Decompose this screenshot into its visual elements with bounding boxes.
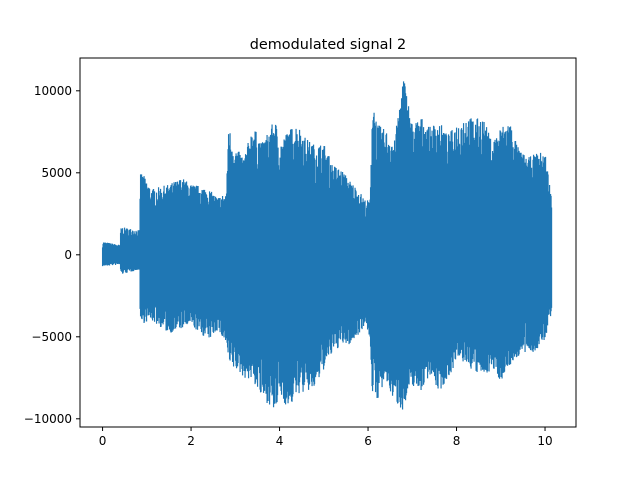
x-tick-label: 2 — [187, 434, 195, 448]
y-axis: −10000 −5000 0 5000 10000 — [24, 84, 80, 426]
y-tick-label: 5000 — [41, 166, 72, 180]
y-tick-label: 0 — [64, 248, 72, 262]
plot-area — [101, 81, 553, 410]
series-line — [101, 81, 553, 410]
y-tick-label: −5000 — [31, 330, 72, 344]
axes-frame — [79, 57, 577, 428]
x-tick-label: 6 — [364, 434, 372, 448]
chart-title: demodulated signal 2 — [250, 37, 406, 53]
x-tick-label: 4 — [276, 434, 284, 448]
y-tick-label: 10000 — [34, 84, 72, 98]
x-tick-label: 8 — [453, 434, 461, 448]
x-tick-label: 0 — [99, 434, 107, 448]
y-tick-label: −10000 — [24, 412, 72, 426]
x-axis: 0 2 4 6 8 10 — [99, 427, 553, 448]
x-tick-label: 10 — [537, 434, 552, 448]
